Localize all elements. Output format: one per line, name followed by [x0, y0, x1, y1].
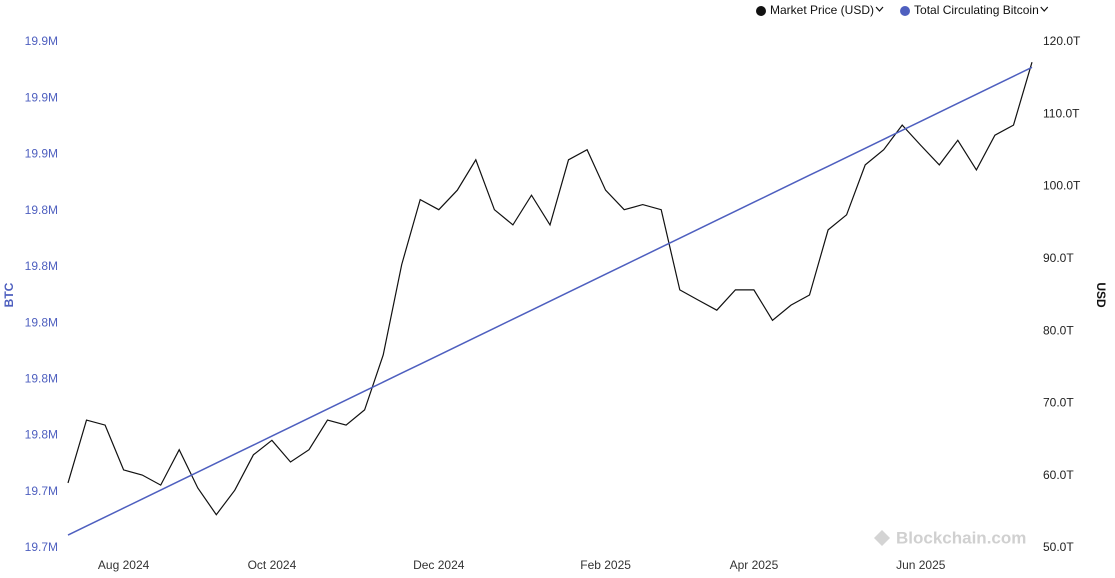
- legend-label: Total Circulating Bitcoin: [914, 3, 1039, 17]
- legend-item[interactable]: Market Price (USD): [756, 3, 884, 17]
- y2-tick-label: 50.0T: [1043, 540, 1074, 554]
- watermark-text: Blockchain.com: [896, 528, 1026, 547]
- y-tick-label: 19.8M: [25, 315, 58, 329]
- y-tick-label: 19.8M: [25, 203, 58, 217]
- legend-swatch: [756, 6, 766, 16]
- y2-tick-label: 110.0T: [1043, 106, 1080, 120]
- y-tick-label: 19.7M: [25, 484, 58, 498]
- x-tick-label: Feb 2025: [580, 558, 631, 572]
- y2-tick-label: 100.0T: [1043, 179, 1081, 193]
- y-tick-label: 19.9M: [25, 34, 58, 48]
- x-tick-label: Dec 2024: [413, 558, 465, 572]
- x-tick-label: Aug 2024: [98, 558, 150, 572]
- y-tick-label: 19.8M: [25, 372, 58, 386]
- y2-tick-label: 80.0T: [1043, 323, 1074, 337]
- y2-axis-title: USD: [1094, 282, 1108, 308]
- y-tick-label: 19.8M: [25, 428, 58, 442]
- y2-tick-label: 70.0T: [1043, 396, 1074, 410]
- y2-tick-label: 60.0T: [1043, 468, 1074, 482]
- legend-swatch: [900, 6, 911, 16]
- legend-chevron: [875, 6, 884, 12]
- legend-chevron: [1040, 6, 1049, 12]
- y2-tick-label: 120.0T: [1043, 34, 1081, 48]
- watermark-icon: [874, 530, 890, 546]
- x-tick-label: Apr 2025: [730, 558, 779, 572]
- watermark: Blockchain.com: [874, 528, 1026, 547]
- y2-tick-label: 90.0T: [1043, 251, 1074, 265]
- y-tick-label: 19.9M: [25, 147, 58, 161]
- x-tick-label: Oct 2024: [248, 558, 297, 572]
- legend-item[interactable]: Total Circulating Bitcoin: [900, 3, 1049, 17]
- y-tick-label: 19.9M: [25, 90, 58, 104]
- y-tick-label: 19.7M: [25, 540, 58, 554]
- legend-label: Market Price (USD): [770, 3, 874, 17]
- y-tick-label: 19.8M: [25, 259, 58, 273]
- series-line: [67, 62, 1033, 516]
- y-axis-title: BTC: [2, 282, 16, 307]
- series-line: [67, 66, 1033, 536]
- x-tick-label: Jun 2025: [896, 558, 946, 572]
